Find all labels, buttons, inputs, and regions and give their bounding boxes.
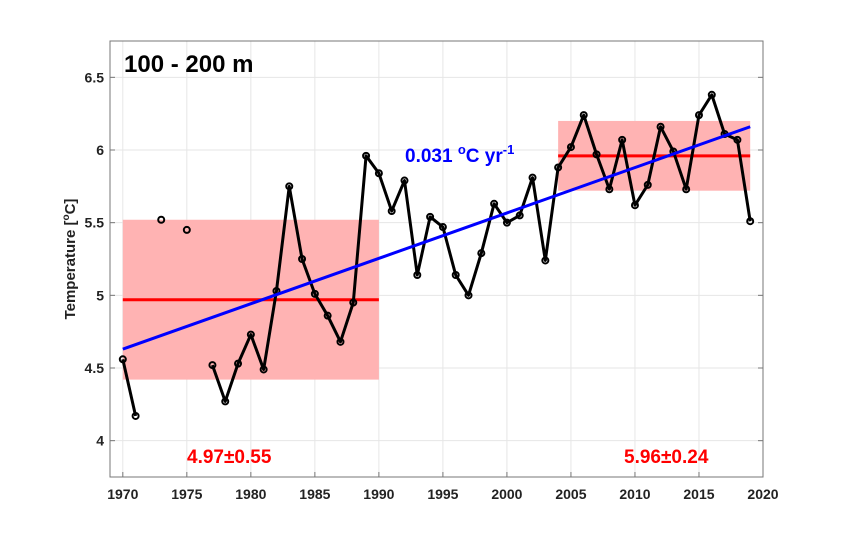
data-point xyxy=(349,298,358,307)
data-point xyxy=(694,111,703,120)
x-tick-label: 1975 xyxy=(171,486,202,502)
y-tick-label: 4.5 xyxy=(85,360,105,376)
data-point xyxy=(618,135,627,144)
data-point xyxy=(362,151,371,160)
y-tick-label: 5 xyxy=(96,287,104,303)
data-point xyxy=(464,291,473,300)
x-tick-label: 1985 xyxy=(299,486,330,502)
data-point xyxy=(477,249,486,258)
ticks: 1970 1975 1980 1985 1990 1995 2000 2005 2010 2015… xyxy=(85,69,779,502)
data-point xyxy=(400,176,409,185)
y-tick-label: 4 xyxy=(96,433,104,449)
data-point xyxy=(413,270,422,279)
data-point xyxy=(554,163,563,172)
x-tick-label: 2015 xyxy=(683,486,714,502)
data-point xyxy=(643,180,652,189)
data-point xyxy=(438,223,447,232)
data-point xyxy=(182,225,191,234)
data-point xyxy=(746,217,755,226)
x-tick-label: 2020 xyxy=(747,486,778,502)
trend-label: 0.031 oC yr-1 xyxy=(405,142,514,167)
y-tick-label: 6.5 xyxy=(85,69,105,85)
data-point xyxy=(733,135,742,144)
trend xyxy=(122,125,751,351)
data-point xyxy=(490,199,499,208)
x-tick-label: 1990 xyxy=(363,486,394,502)
x-tick-label: 2010 xyxy=(619,486,650,502)
data-point xyxy=(234,359,243,368)
data-point xyxy=(118,355,127,364)
series-line xyxy=(211,93,752,403)
data-point xyxy=(387,207,396,216)
data-point xyxy=(208,361,217,370)
data-point xyxy=(630,201,639,210)
data-point xyxy=(579,111,588,120)
period-label-1: 4.97±0.55 xyxy=(187,447,272,468)
x-tick-label: 1970 xyxy=(107,486,138,502)
x-tick-label: 2000 xyxy=(491,486,522,502)
data-point xyxy=(528,173,537,182)
y-axis-label: Temperature [oC] xyxy=(61,199,79,320)
data-point xyxy=(298,255,307,263)
y-tick-label: 6 xyxy=(96,142,104,158)
data-point xyxy=(451,270,460,279)
data-point xyxy=(682,185,691,194)
data-point xyxy=(541,256,550,265)
data-point xyxy=(707,90,716,99)
period-label-2: 5.96±0.24 xyxy=(624,447,709,468)
trend-line xyxy=(122,125,751,351)
data-point xyxy=(656,122,665,131)
axes-box xyxy=(109,40,764,478)
data-point xyxy=(566,143,575,152)
data-point xyxy=(259,365,268,374)
data-point xyxy=(310,289,319,298)
data-point xyxy=(515,211,524,220)
data-point xyxy=(157,215,166,224)
data-point xyxy=(246,330,255,339)
series xyxy=(118,90,755,420)
data-point xyxy=(374,169,383,178)
data-point xyxy=(285,182,294,191)
data-point xyxy=(605,185,614,194)
x-tick-label: 2005 xyxy=(555,486,586,502)
data-point xyxy=(323,311,332,320)
x-tick-label: 1980 xyxy=(235,486,266,502)
series-line xyxy=(121,358,138,417)
data-point xyxy=(221,397,230,406)
data-point xyxy=(502,218,511,227)
x-tick-label: 1995 xyxy=(427,486,458,502)
data-point xyxy=(131,411,140,420)
data-point xyxy=(426,212,435,221)
data-point xyxy=(592,150,601,159)
y-tick-label: 5.5 xyxy=(85,215,105,231)
data-point xyxy=(336,337,345,346)
chart-title: 100 - 200 m xyxy=(124,51,253,78)
